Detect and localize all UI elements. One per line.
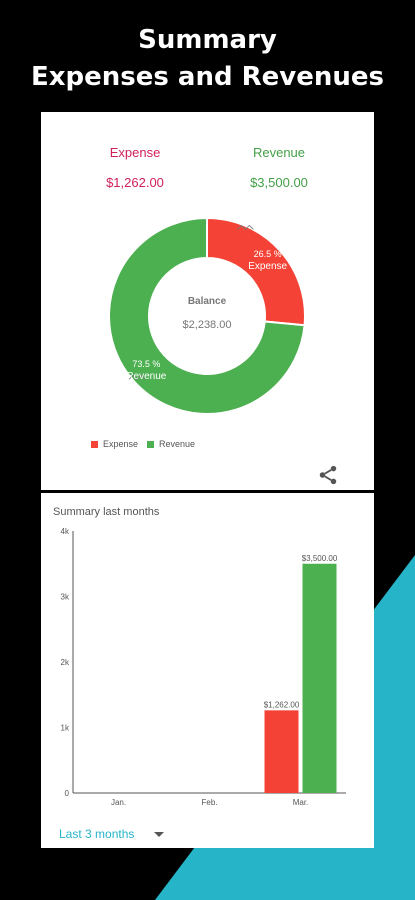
y-tick-label-3: 3k — [61, 593, 70, 602]
slice-label-leader-expense — [237, 224, 254, 230]
y-tick-label-2: 2k — [61, 658, 70, 667]
slice-label-expense-name: Expense — [248, 261, 287, 272]
headline-line-2: Expenses and Revenues — [30, 62, 384, 92]
legend-label-revenue: Revenue — [159, 439, 196, 449]
balance-value: $2,238.00 — [183, 319, 232, 331]
revenue-total-value: $3,500.00 — [250, 175, 308, 190]
balance-label: Balance — [188, 296, 227, 307]
data-label-expense-2: $1,262.00 — [264, 700, 300, 709]
revenue-label: Revenue — [252, 145, 306, 160]
expense-label: Expense — [109, 145, 161, 160]
x-tick-label-2: Mar. — [293, 798, 309, 807]
legend-swatch-expense — [91, 440, 98, 448]
slice-label-expense-percent: 26.5 % — [254, 249, 282, 259]
y-tick-label-1: 1k — [61, 724, 70, 733]
legend-swatch-revenue — [147, 440, 155, 448]
share-icon[interactable] — [317, 464, 339, 486]
monthly-summary-card: Summary last months 0 1k 2k 3k 4k Jan. Feb. Mar… — [41, 493, 374, 848]
bar-revenue-2[interactable] — [302, 563, 337, 793]
monthly-bar-chart[interactable]: 0 1k 2k 3k 4k Jan. Feb. Mar. $1,262.00 $3,500.00 — [41, 523, 374, 818]
bar-expense-2[interactable] — [264, 710, 299, 793]
y-tick-label-0: 0 — [65, 789, 70, 798]
overview-card: Expense Revenue $1,262.00 $3,500.00 26.5… — [41, 112, 374, 490]
legend-label-expense: Expense — [103, 439, 139, 449]
y-tick-label-4: 4k — [61, 527, 70, 536]
slice-label-leader-revenue — [128, 374, 146, 380]
data-label-revenue-2: $3,500.00 — [302, 554, 338, 563]
balance-donut-chart[interactable]: 26.5 % Expense 73.5 % Revenue Balance $2… — [41, 202, 374, 432]
expense-total-value: $1,262.00 — [106, 175, 164, 190]
headline-line-1: Summary — [138, 25, 277, 55]
x-tick-label-0: Jan. — [111, 798, 126, 807]
chart-legend: Expense Revenue — [91, 439, 195, 449]
slice-label-revenue-percent: 73.5 % — [132, 359, 160, 369]
promo-headline: Summary Expenses and Revenues — [0, 22, 415, 96]
slice-label-revenue-name: Revenue — [126, 371, 166, 382]
x-tick-label-1: Feb. — [201, 798, 217, 807]
summary-title: Summary last months — [53, 506, 160, 518]
chevron-down-icon — [154, 831, 165, 837]
period-dropdown[interactable]: Last 3 months — [59, 827, 165, 841]
donut-slice-revenue[interactable] — [108, 216, 306, 415]
period-dropdown-value: Last 3 months — [59, 827, 135, 841]
